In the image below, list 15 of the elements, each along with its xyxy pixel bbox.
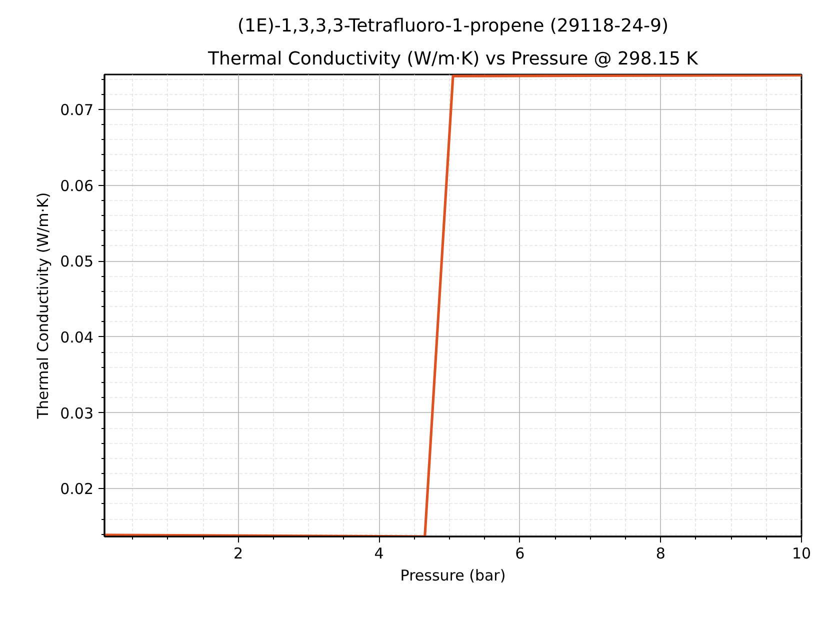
- y-tick-label: 0.02: [60, 480, 94, 498]
- x-tick-label: 4: [374, 544, 384, 562]
- y-axis-title: Thermal Conductivity (W/m·K): [34, 192, 52, 420]
- y-tick-label: 0.07: [60, 100, 94, 119]
- y-tick-label: 0.04: [60, 328, 94, 346]
- x-tick-label: 8: [656, 544, 666, 562]
- y-tick-label: 0.05: [60, 252, 94, 271]
- chart-title: (1E)-1,3,3,3-Tetrafluoro-1-propene (29118-24-9): [237, 16, 669, 36]
- x-axis-title: Pressure (bar): [400, 566, 506, 584]
- chart-subtitle: Thermal Conductivity (W/m·K) vs Pressure @ 298.15 K: [207, 48, 700, 70]
- y-tick-label: 0.06: [60, 176, 94, 195]
- x-tick-label: 10: [792, 544, 812, 562]
- y-tick-label: 0.03: [60, 404, 94, 422]
- x-tick-label: 6: [515, 544, 525, 562]
- x-tick-label: 2: [233, 544, 244, 562]
